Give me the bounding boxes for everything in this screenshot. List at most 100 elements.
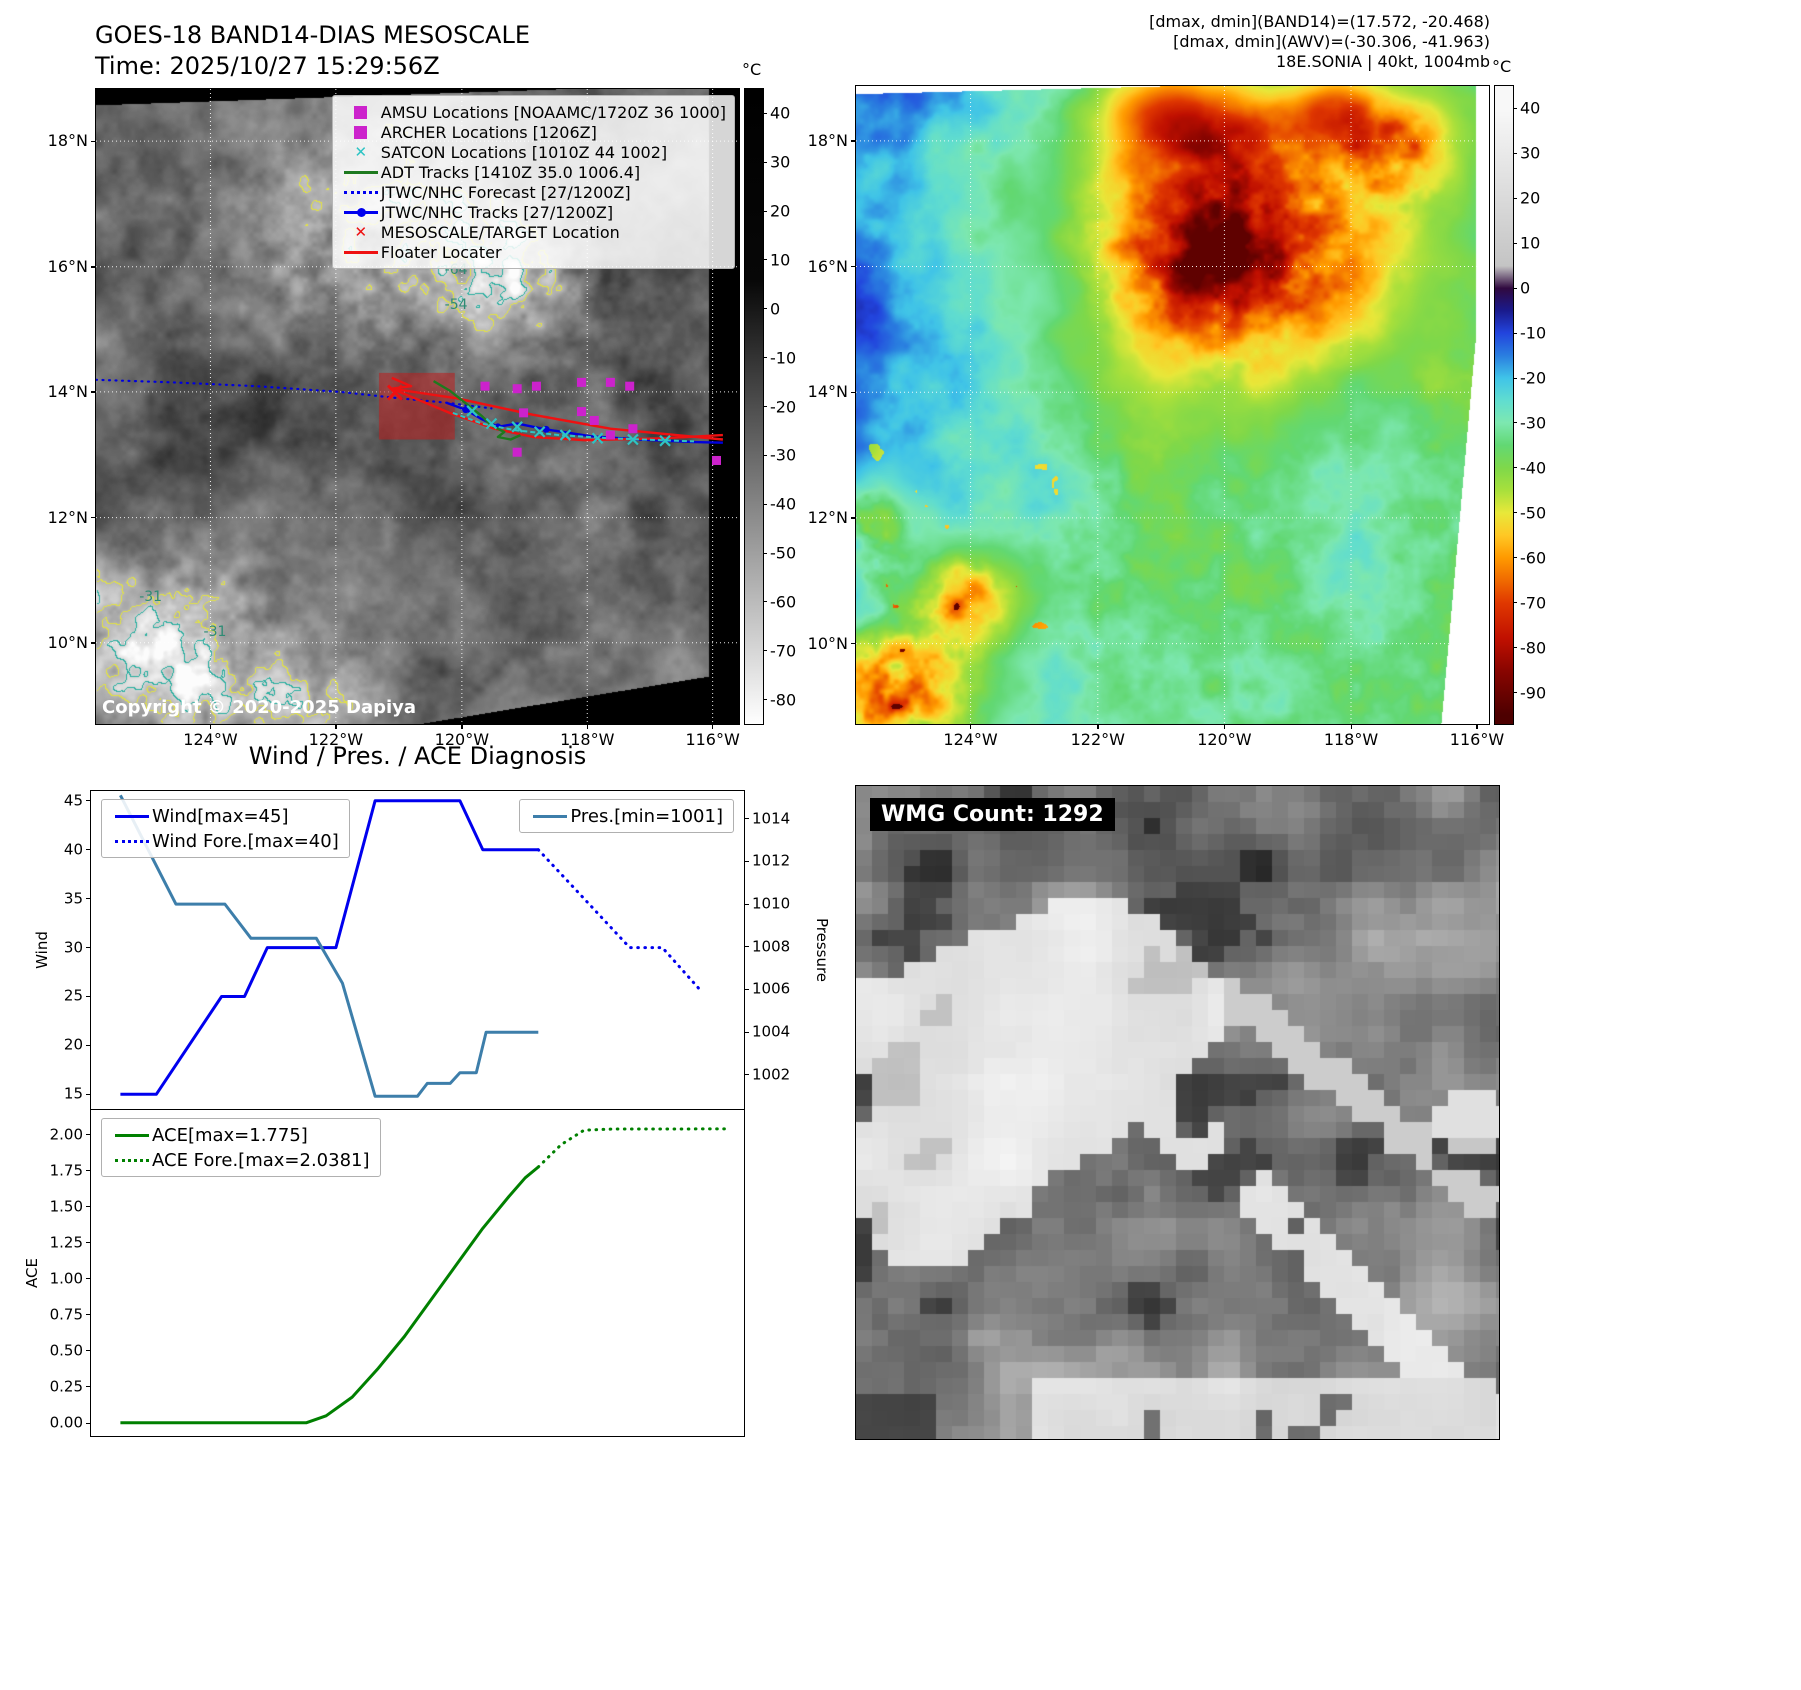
- lon-tick-mark: [461, 724, 463, 729]
- legend-item-label: ACE[max=1.775]: [152, 1124, 308, 1146]
- legend-item: ✕ MESOSCALE/TARGET Location: [341, 222, 726, 242]
- wind-axis-label: Wind: [33, 931, 51, 969]
- lat-tick-mark: [91, 642, 96, 644]
- awv-header: [dmax, dmin](BAND14)=(17.572, -20.468) […: [1149, 12, 1490, 72]
- chart-tick-mark: [86, 1206, 91, 1208]
- colorbar-tick-mark: [1513, 242, 1517, 244]
- legend-item-label: Wind[max=45]: [152, 805, 289, 827]
- lat-tick-label: 10°N: [807, 633, 848, 653]
- chart-tick-mark: [744, 1074, 749, 1076]
- lat-tick-mark: [91, 266, 96, 268]
- lat-tick-label: 10°N: [47, 632, 88, 652]
- pres--series: [119, 794, 539, 1098]
- amsu-location-marker: [512, 447, 522, 457]
- solid-legend-marker-icon: [112, 814, 152, 818]
- chart-tick-mark: [86, 1386, 91, 1388]
- lat-tick-label: 18°N: [47, 131, 88, 151]
- lat-tick-mark: [851, 391, 856, 394]
- colorbar-tick-mark: [763, 552, 767, 554]
- colorbar-tick-mark: [1513, 107, 1517, 109]
- colorbar-tick-mark: [763, 699, 767, 701]
- lon-tick-label: 120°W: [1197, 730, 1252, 749]
- chart-tick-mark: [86, 1350, 91, 1352]
- legend-item: ADT Tracks [1410Z 35.0 1006.4]: [341, 162, 726, 182]
- legend-item-label: MESOSCALE/TARGET Location: [380, 222, 620, 242]
- chart-tick-mark: [86, 849, 91, 851]
- lon-tick-label: 118°W: [1323, 730, 1379, 749]
- colorbar-tick-mark: [763, 650, 767, 652]
- wind-axes-plot: [119, 794, 704, 1098]
- lat-tick-mark: [851, 140, 856, 142]
- chart-tick-label: 1012: [752, 851, 791, 870]
- satcon-location-marker: [659, 435, 671, 447]
- chart-tick-mark: [86, 1422, 91, 1424]
- legend-item: ACE[max=1.775]: [112, 1124, 370, 1146]
- chart-tick-label: 0.75: [49, 1305, 83, 1324]
- wind-pressure-chart: 15 20 25 30 35 40 45 1002 1004 1006 1008 1010 1012 10…: [64, 790, 790, 1110]
- dotted-line-legend-marker-icon: [341, 190, 381, 194]
- wmg-count-badge: WMG Count: 1292: [870, 798, 1115, 831]
- chart-tick-label: 1.75: [49, 1161, 83, 1180]
- legend-item-label: Wind Fore.[max=40]: [152, 830, 339, 852]
- legend-item: Wind Fore.[max=40]: [112, 830, 339, 852]
- chart-tick-mark: [86, 947, 91, 949]
- legend-item-label: ACE Fore.[max=2.0381]: [152, 1149, 370, 1171]
- dotted-legend-marker-icon: [112, 839, 152, 843]
- band14-colorbar: 40 30 20 10 0 -10 -20 -30 -40 -50 -60 -70 -80: [744, 88, 796, 725]
- lat-tick-label: 16°N: [47, 256, 88, 276]
- wmg-pixel-image: [856, 786, 1499, 1439]
- lon-tick-mark: [970, 724, 972, 729]
- chart-tick-mark: [86, 1044, 91, 1046]
- chart-tick-mark: [744, 818, 749, 820]
- colorbar-tick-mark: [1513, 647, 1517, 649]
- legend-box: Pres.[min=1001]: [519, 799, 734, 833]
- colorbar-tick-mark: [1513, 332, 1517, 334]
- colorbar-tick-mark: [763, 308, 767, 310]
- colorbar-tick-mark: [763, 406, 767, 407]
- colorbar-tick-mark: [1513, 197, 1517, 199]
- x-legend-marker-icon: ✕: [354, 143, 368, 161]
- colorbar-tick-mark: [763, 112, 767, 114]
- lon-tick-label: 124°W: [943, 730, 998, 749]
- satcon-location-marker: [627, 433, 639, 446]
- chart-tick-label: 1006: [752, 979, 791, 998]
- legend-item: AMSU Locations [NOAAMC/1720Z 36 1000]: [341, 102, 726, 122]
- chart-tick-label: 35: [63, 889, 83, 908]
- chart-tick-label: 1.25: [49, 1233, 83, 1252]
- legend-item-label: AMSU Locations [NOAAMC/1720Z 36 1000]: [380, 102, 726, 122]
- chart-tick-label: 30: [63, 938, 83, 957]
- colorbar-tick-label: 30: [1520, 143, 1541, 163]
- chart-tick-label: 2.00: [49, 1125, 83, 1144]
- lat-tick-mark: [91, 391, 96, 393]
- satcon-location-marker: [591, 432, 604, 445]
- colorbar-tick-label: 10: [1520, 233, 1541, 253]
- square-legend-marker-icon: [341, 125, 381, 139]
- colorbar-tick-label: -30: [1520, 413, 1547, 433]
- colorbar-tick-label: 40: [1520, 98, 1541, 118]
- awv-header-line-3: 18E.SONIA | 40kt, 1004mb: [1275, 52, 1490, 71]
- colorbar-tick-label: -10: [770, 348, 797, 368]
- lon-tick-label: 122°W: [308, 730, 364, 749]
- chart-tick-label: 1004: [752, 1022, 791, 1041]
- chart-tick-label: 1014: [752, 809, 791, 828]
- chart-tick-mark: [86, 1314, 91, 1316]
- floater-track: [391, 387, 724, 441]
- colorbar-tick-label: -30: [770, 445, 797, 465]
- colorbar-tick-label: -70: [770, 641, 797, 661]
- pressure-axis-label: Pressure: [813, 917, 831, 983]
- amsu-location-marker: [605, 377, 615, 387]
- colorbar-tick-label: 20: [1520, 188, 1541, 208]
- lat-tick-mark: [851, 643, 856, 645]
- legend-item: Wind[max=45]: [112, 805, 339, 827]
- contour-value-label: -31: [203, 623, 227, 640]
- colorbar-tick-mark: [763, 210, 767, 212]
- lon-tick-label: 122°W: [1070, 730, 1125, 749]
- square-legend-marker-icon: [341, 105, 381, 119]
- lat-tick-mark: [851, 266, 856, 268]
- lat-tick-label: 16°N: [807, 256, 848, 276]
- legend-item-label: ADT Tracks [1410Z 35.0 1006.4]: [380, 162, 641, 182]
- colorbar-tick-label: -40: [770, 494, 797, 514]
- colorbar-tick-label: -80: [770, 690, 797, 710]
- chart-tick-label: 1.50: [49, 1197, 83, 1216]
